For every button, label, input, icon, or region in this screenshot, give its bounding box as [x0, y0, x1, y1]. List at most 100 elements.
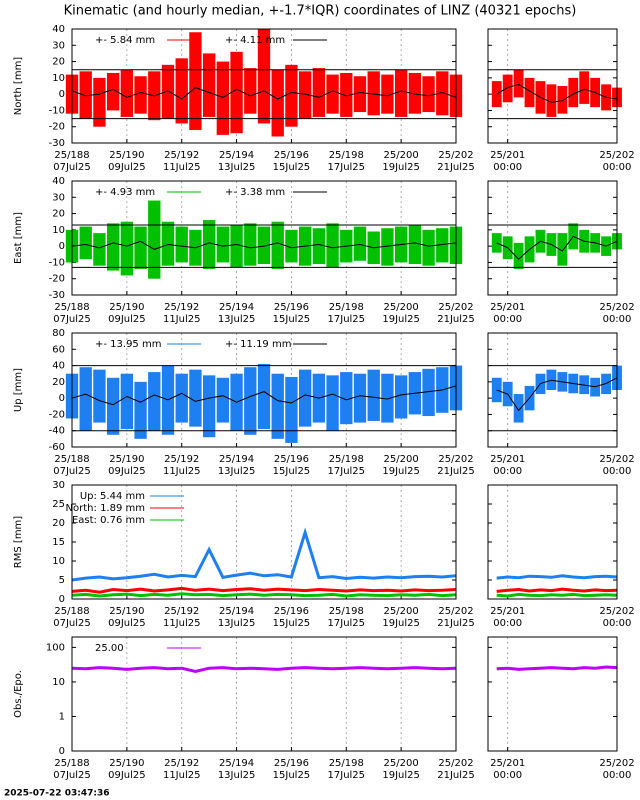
kinematic-range [367, 71, 380, 116]
x-tick-sublabel: 09Jul25 [108, 770, 146, 781]
kinematic-range [367, 369, 380, 421]
y-tick-label: 10 [52, 677, 65, 688]
x-tick-label: 25/190 [109, 302, 144, 313]
x-tick-sublabel: 09Jul25 [108, 314, 146, 325]
kinematic-range [394, 375, 408, 419]
y-tick-label: 0 [59, 594, 65, 605]
y-tick-label: 40 [52, 361, 65, 372]
y-tick-label: 5 [59, 575, 65, 586]
kinematic-range [326, 223, 339, 268]
y-tick-label: 20 [52, 57, 65, 68]
legend-label: North: 1.89 mm [66, 503, 145, 514]
chart-title: Kinematic (and hourly median, +-1.7*IQR)… [64, 4, 577, 19]
kinematic-range [175, 373, 188, 423]
x-tick-label: 25/198 [329, 606, 364, 617]
kinematic-range [285, 64, 298, 127]
x-tick-label: 25/200 [384, 606, 419, 617]
y-axis-title: Obs./Epo. [13, 670, 24, 718]
kinematic-range [189, 369, 202, 427]
x-tick-sublabel: 21Jul25 [437, 162, 475, 173]
series-line [496, 377, 618, 412]
x-tick-label: 25/192 [164, 758, 199, 769]
kinematic-range [271, 69, 284, 137]
kinematic-range [106, 377, 120, 435]
y-tick-label: -10 [49, 105, 65, 116]
legend-label: +- 3.38 mm [225, 187, 285, 198]
kinematic-range [408, 72, 422, 114]
series-line [71, 592, 457, 598]
x-tick-label: 25/192 [164, 150, 199, 161]
x-tick-sublabel: 19Jul25 [382, 466, 420, 477]
x-tick-label: 25/202 [599, 454, 634, 465]
kinematic-range [422, 229, 435, 266]
kinematic-range [326, 375, 339, 431]
x-tick-label: 25/190 [109, 150, 144, 161]
x-tick-label: 25/198 [329, 454, 364, 465]
x-tick-sublabel: 19Jul25 [382, 162, 420, 173]
x-tick-sublabel: 13Jul25 [218, 314, 256, 325]
x-tick-sublabel: 17Jul25 [328, 618, 366, 629]
x-tick-label: 25/194 [219, 150, 254, 161]
plot-frame [487, 484, 618, 600]
kinematic-range [312, 228, 326, 265]
kinematic-range [381, 74, 394, 114]
x-tick-sublabel: 13Jul25 [218, 466, 256, 477]
x-tick-label: 25/194 [219, 302, 254, 313]
kinematic-range [285, 229, 298, 263]
x-tick-sublabel: 00:00 [493, 162, 522, 173]
y-tick-label: -20 [49, 122, 65, 133]
kinematic-range [93, 233, 106, 266]
kinematic-range [175, 226, 188, 263]
x-tick-label: 25/201 [490, 606, 525, 617]
x-tick-label: 25/202 [438, 302, 473, 313]
y-tick-label: 10 [52, 556, 65, 567]
kinematic-range [394, 69, 408, 117]
y-tick-label: 0 [59, 241, 65, 252]
kinematic-range [353, 373, 367, 423]
kinematic-range [148, 372, 161, 431]
kinematic-range [216, 61, 230, 135]
x-tick-label: 25/200 [384, 454, 419, 465]
x-tick-sublabel: 07Jul25 [53, 770, 91, 781]
y-axis-title: East [mm] [13, 212, 24, 264]
kinematic-range [120, 373, 134, 430]
x-tick-sublabel: 17Jul25 [328, 314, 366, 325]
x-tick-label: 25/194 [219, 606, 254, 617]
x-tick-label: 25/202 [438, 454, 473, 465]
kinematic-range [298, 369, 312, 427]
x-tick-sublabel: 15Jul25 [273, 770, 311, 781]
kinematic-range [381, 373, 394, 423]
x-tick-sublabel: 00:00 [603, 314, 632, 325]
x-tick-sublabel: 15Jul25 [273, 466, 311, 477]
kinematic-range [134, 226, 147, 269]
x-tick-sublabel: 17Jul25 [328, 466, 366, 477]
y-tick-label: 0 [59, 393, 65, 404]
y-tick-label: 25 [52, 499, 65, 510]
kinematic-range [513, 242, 524, 269]
y-tick-label: -10 [49, 257, 65, 268]
y-tick-label: 20 [52, 377, 65, 388]
kinematic-range [557, 86, 568, 114]
kinematic-range [216, 377, 230, 423]
x-tick-sublabel: 00:00 [493, 770, 522, 781]
y-tick-label: -40 [49, 426, 65, 437]
y-tick-label: 20 [52, 209, 65, 220]
x-tick-label: 25/188 [54, 150, 89, 161]
series-line [496, 592, 618, 598]
x-tick-label: 25/192 [164, 454, 199, 465]
x-tick-label: 25/202 [438, 758, 473, 769]
x-tick-sublabel: 11Jul25 [163, 314, 201, 325]
legend-label: +- 13.95 mm [95, 339, 161, 350]
kinematic-range [312, 68, 326, 117]
kinematic-range [408, 224, 422, 265]
x-tick-sublabel: 21Jul25 [437, 314, 475, 325]
x-tick-label: 25/188 [54, 606, 89, 617]
x-tick-sublabel: 00:00 [603, 466, 632, 477]
legend-label: +- 4.93 mm [95, 187, 155, 198]
x-tick-label: 25/192 [164, 606, 199, 617]
y-axis-title: North [mm] [13, 57, 24, 116]
x-tick-sublabel: 15Jul25 [273, 618, 311, 629]
kinematic-range [524, 77, 535, 108]
series-line [496, 235, 618, 260]
x-tick-sublabel: 11Jul25 [163, 618, 201, 629]
